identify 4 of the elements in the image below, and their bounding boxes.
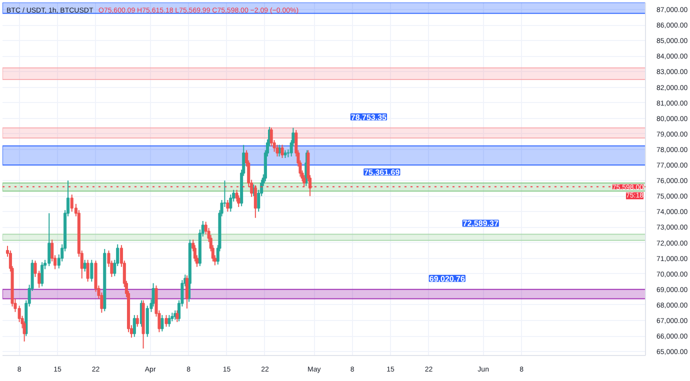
- annotation: 75,361.69: [364, 168, 400, 178]
- annotation: 72,589.37: [462, 219, 499, 228]
- annotation: 69,020.76: [429, 274, 466, 284]
- annotation: 78,753.35: [350, 112, 388, 122]
